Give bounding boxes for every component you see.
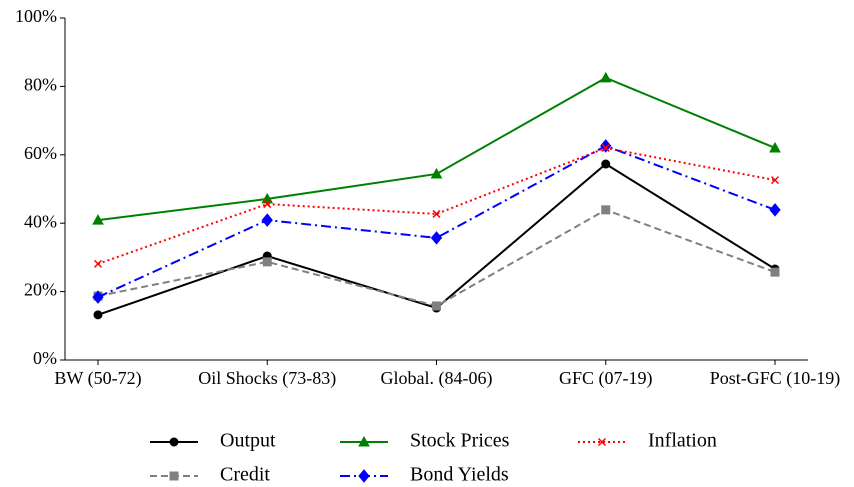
marker: [432, 209, 441, 218]
y-tick-label: 0%: [33, 348, 57, 368]
marker: [262, 257, 272, 267]
x-tick-label: GFC (07-19): [559, 368, 653, 389]
marker: [770, 267, 780, 277]
marker: [92, 214, 104, 225]
marker: [599, 71, 612, 83]
legend-label: Inflation: [648, 430, 717, 452]
legend-label: Credit: [220, 464, 270, 486]
legend-item: Output: [150, 430, 276, 452]
series-line: [97, 144, 776, 298]
legend-item: Inflation: [578, 430, 717, 452]
x-tick-label: Oil Shocks (73-83): [198, 368, 336, 389]
y-tick-label: 20%: [24, 280, 57, 300]
marker: [261, 213, 273, 227]
legend-item: Credit: [150, 464, 270, 486]
marker: [263, 200, 272, 209]
marker: [601, 159, 611, 169]
marker: [93, 310, 103, 320]
marker: [769, 141, 781, 153]
legend-item: Bond Yields: [340, 464, 509, 486]
y-tick-label: 100%: [15, 6, 57, 26]
x-tick-label: BW (50-72): [54, 368, 141, 389]
x-tick-label: Post-GFC (10-19): [710, 368, 841, 389]
marker: [600, 139, 612, 153]
y-tick-label: 40%: [24, 211, 57, 231]
y-tick-label: 60%: [24, 143, 57, 163]
marker: [169, 471, 179, 481]
marker: [430, 167, 443, 179]
series-line: [97, 208, 776, 308]
legend-label: Bond Yields: [410, 464, 509, 486]
y-tick-label: 80%: [24, 75, 57, 95]
legend-label: Output: [220, 430, 276, 452]
x-tick-label: Global. (84-06): [381, 368, 493, 389]
marker: [358, 469, 370, 483]
marker: [358, 435, 370, 447]
series-line: [97, 76, 776, 222]
marker: [169, 437, 179, 447]
marker: [597, 437, 607, 447]
legend-label: Stock Prices: [410, 430, 510, 452]
marker: [601, 143, 610, 152]
marker: [432, 301, 441, 311]
marker: [601, 205, 611, 215]
marker: [769, 203, 781, 217]
marker: [430, 231, 443, 245]
marker: [93, 259, 103, 268]
legend-item: Stock Prices: [340, 430, 510, 452]
marker: [92, 290, 104, 304]
marker: [770, 176, 780, 185]
